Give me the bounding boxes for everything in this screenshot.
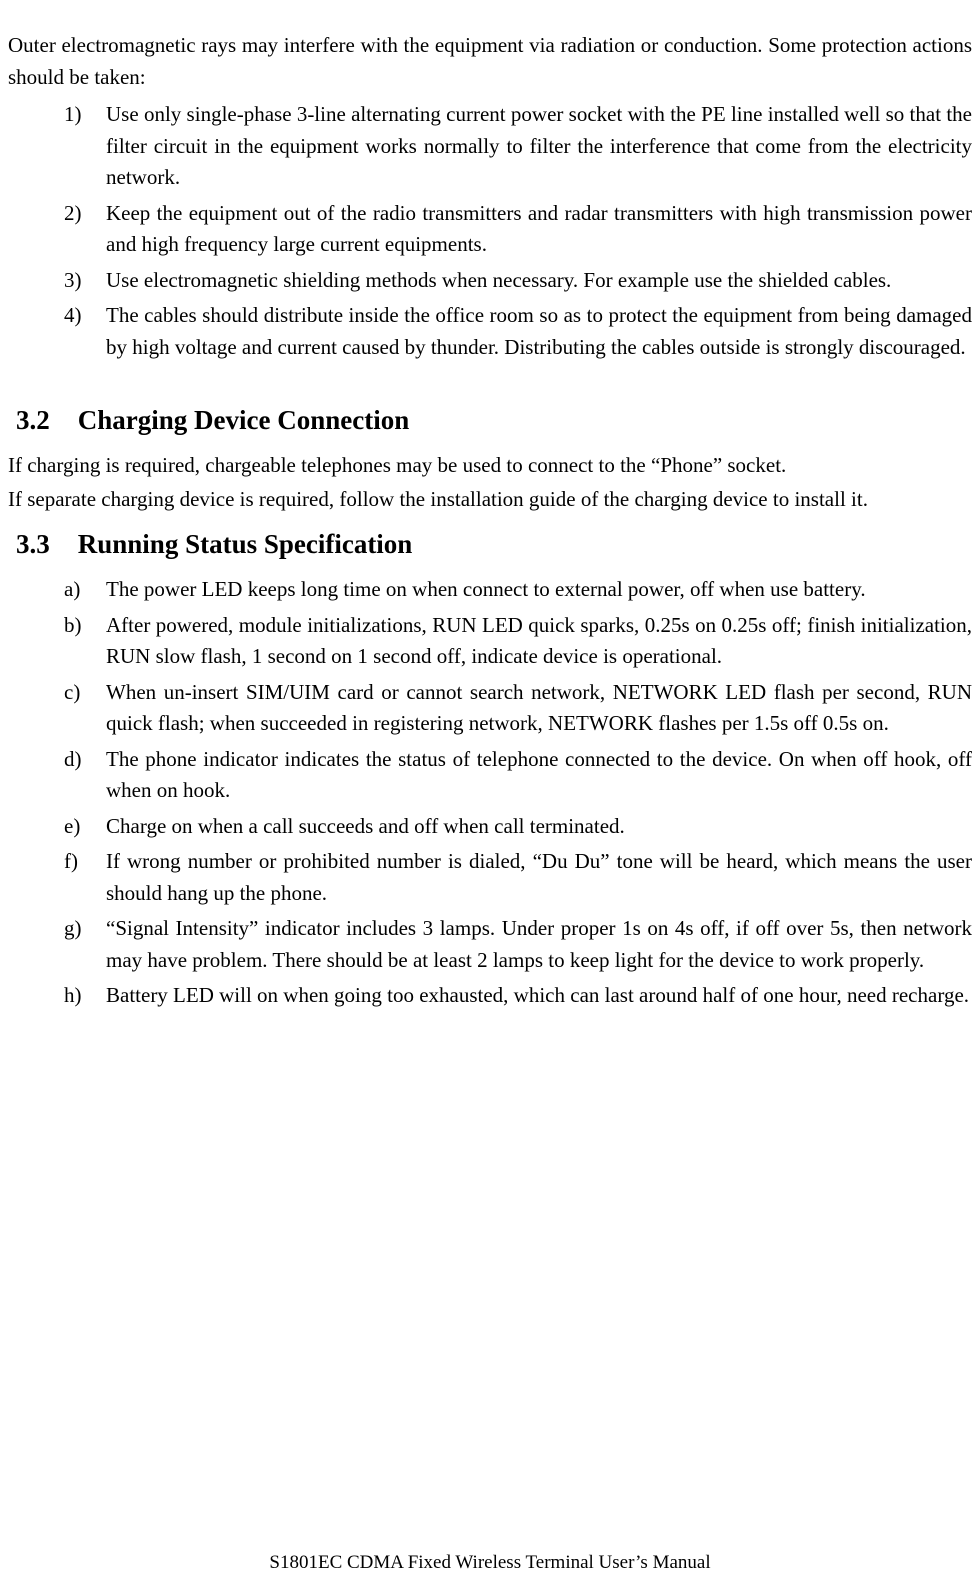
list-item: 1) Use only single-phase 3-line alternat…: [64, 99, 972, 194]
list-text: The power LED keeps long time on when co…: [106, 577, 866, 601]
list-item: h) Battery LED will on when going too ex…: [64, 980, 972, 1012]
list-text: Charge on when a call succeeds and off w…: [106, 814, 625, 838]
list-item: 4) The cables should distribute inside t…: [64, 300, 972, 363]
section-title: Charging Device Connection: [78, 405, 409, 435]
list-marker: c): [64, 677, 80, 709]
list-marker: 3): [64, 265, 82, 297]
list-item: 3) Use electromagnetic shielding methods…: [64, 265, 972, 297]
list-text: Keep the equipment out of the radio tran…: [106, 201, 972, 257]
list-marker: a): [64, 574, 80, 606]
section-3-3-heading: 3.3 Running Status Specification: [8, 529, 972, 560]
list-marker: f): [64, 846, 78, 878]
protection-actions-list: 1) Use only single-phase 3-line alternat…: [8, 99, 972, 363]
list-text: Battery LED will on when going too exhau…: [106, 983, 969, 1007]
intro-paragraph: Outer electromagnetic rays may interfere…: [8, 30, 972, 93]
section-3-2-heading: 3.2 Charging Device Connection: [8, 405, 972, 436]
list-marker: 2): [64, 198, 82, 230]
section-3-2-para-2: If separate charging device is required,…: [8, 484, 972, 516]
list-text: Use only single-phase 3-line alternating…: [106, 102, 972, 189]
page-footer: S1801EC CDMA Fixed Wireless Terminal Use…: [0, 1552, 980, 1574]
list-marker: d): [64, 744, 82, 776]
list-text: After powered, module initializations, R…: [106, 613, 972, 669]
list-text: If wrong number or prohibited number is …: [106, 849, 972, 905]
list-item: 2) Keep the equipment out of the radio t…: [64, 198, 972, 261]
section-3-2-para-1: If charging is required, chargeable tele…: [8, 450, 972, 482]
list-marker: b): [64, 610, 82, 642]
list-item: e) Charge on when a call succeeds and of…: [64, 811, 972, 843]
list-text: “Signal Intensity” indicator includes 3 …: [106, 916, 972, 972]
list-marker: 4): [64, 300, 82, 332]
list-item: d) The phone indicator indicates the sta…: [64, 744, 972, 807]
list-marker: 1): [64, 99, 82, 131]
running-status-list: a) The power LED keeps long time on when…: [8, 574, 972, 1012]
list-text: Use electromagnetic shielding methods wh…: [106, 268, 891, 292]
list-item: a) The power LED keeps long time on when…: [64, 574, 972, 606]
list-text: When un-insert SIM/UIM card or cannot se…: [106, 680, 972, 736]
list-item: c) When un-insert SIM/UIM card or cannot…: [64, 677, 972, 740]
list-item: f) If wrong number or prohibited number …: [64, 846, 972, 909]
list-marker: h): [64, 980, 82, 1012]
section-number: 3.2: [16, 405, 50, 436]
list-item: b) After powered, module initializations…: [64, 610, 972, 673]
list-text: The phone indicator indicates the status…: [106, 747, 972, 803]
section-number: 3.3: [16, 529, 50, 560]
list-marker: e): [64, 811, 80, 843]
section-title: Running Status Specification: [78, 529, 413, 559]
list-text: The cables should distribute inside the …: [106, 303, 972, 359]
list-marker: g): [64, 913, 82, 945]
list-item: g) “Signal Intensity” indicator includes…: [64, 913, 972, 976]
